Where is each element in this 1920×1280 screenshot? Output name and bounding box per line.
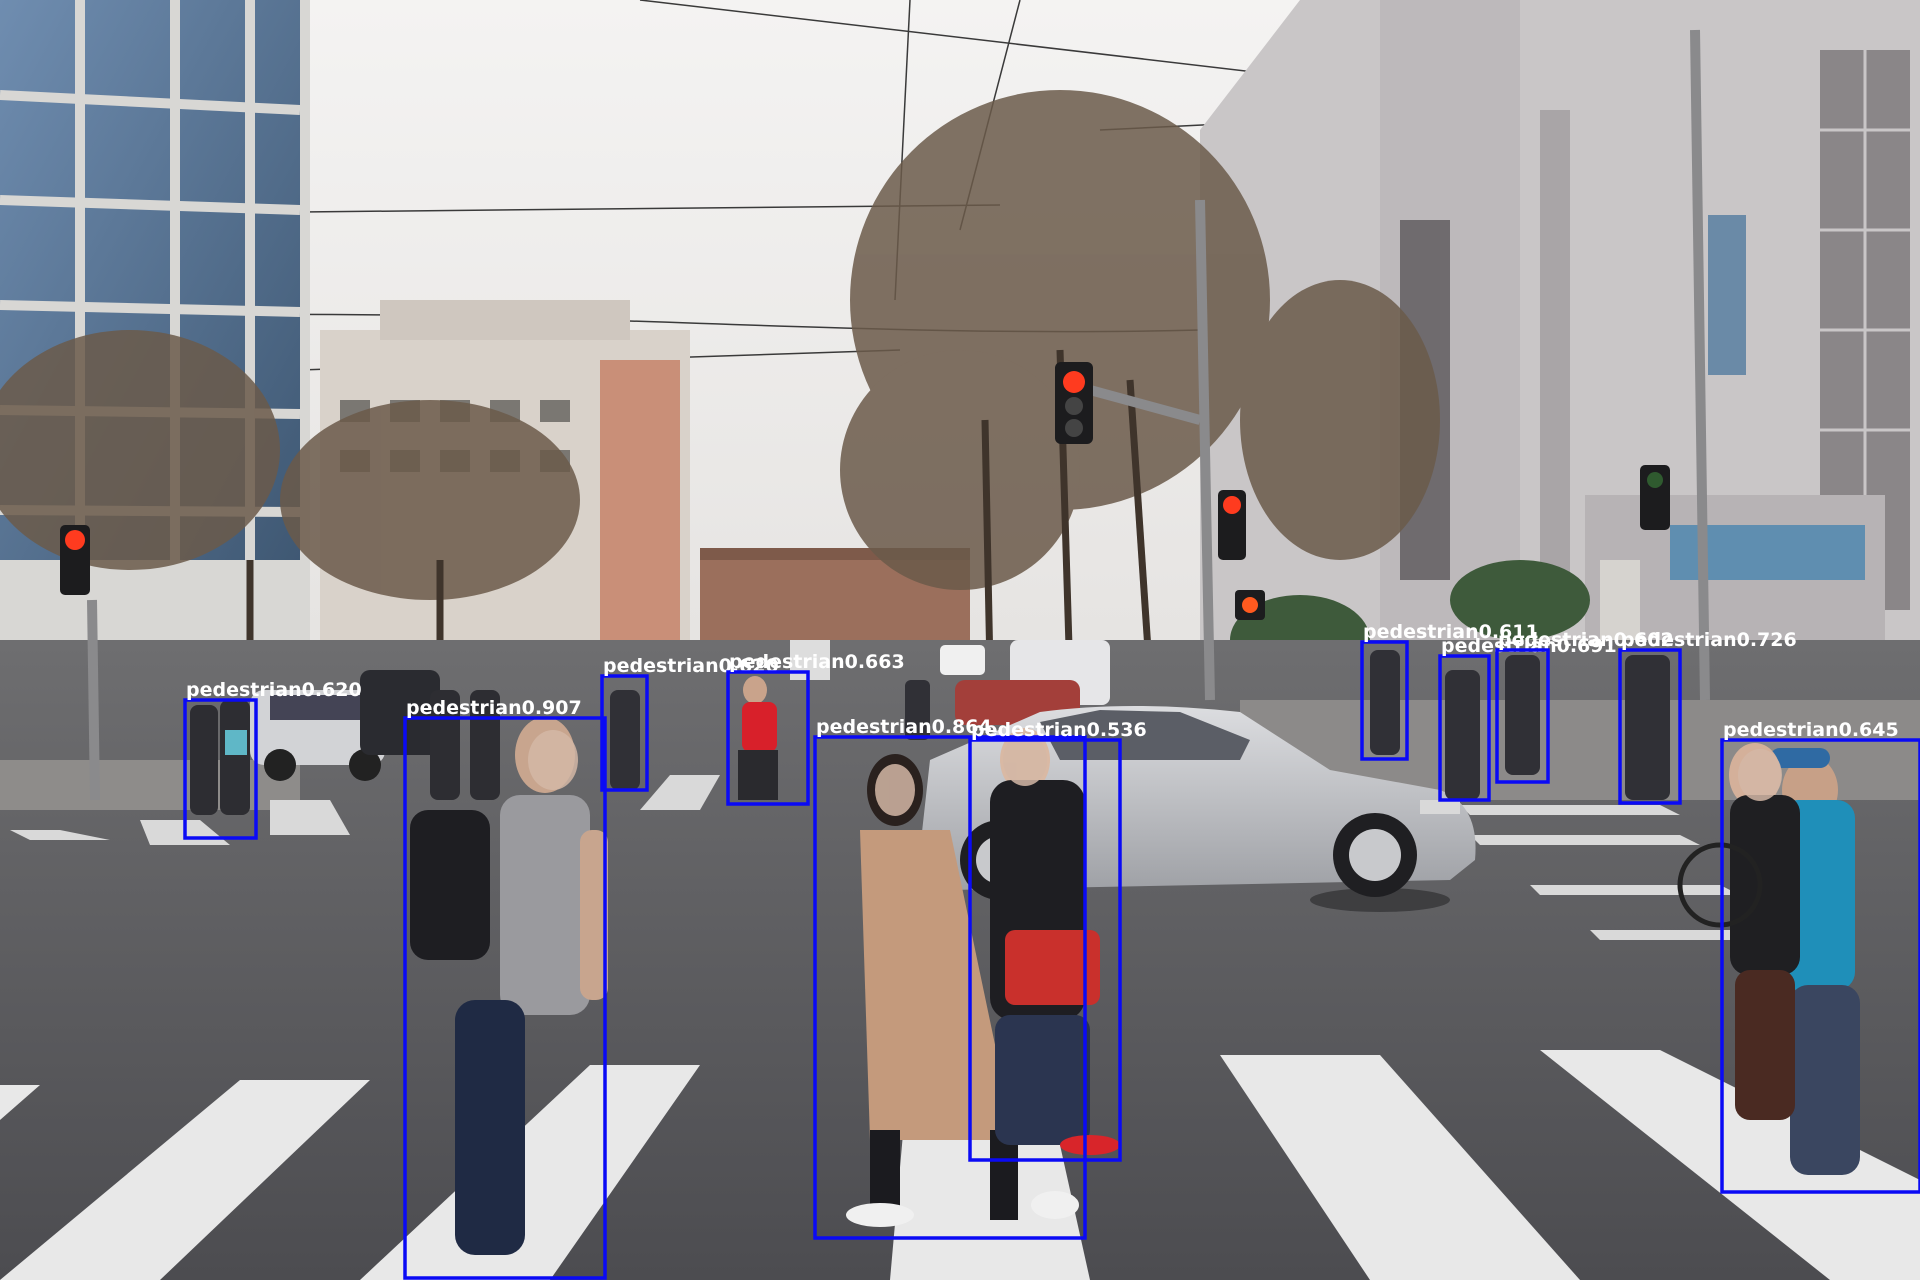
- detection-label: pedestrian0.645: [1723, 719, 1899, 741]
- detection-label: pedestrian0.602: [1498, 629, 1674, 651]
- pedestrian-group-right: [610, 650, 1670, 800]
- detection-label: pedestrian0.663: [729, 651, 905, 673]
- detection-overlays: pedestrian0.620 pedestrian0.907 pedestrian…: [183, 621, 1920, 1280]
- cyclist-bicycle: [1677, 842, 1763, 928]
- pedestrians: [190, 650, 1860, 1255]
- face-blur-patches: [528, 730, 1782, 816]
- street-banner: [1708, 215, 1746, 375]
- detection-label: pedestrian0.611: [1363, 621, 1539, 643]
- detection-label: pedestrian0.726: [1621, 629, 1797, 651]
- detection-box: [726, 670, 810, 806]
- detection-label: pedestrian0.864: [816, 716, 992, 738]
- pedestrian-red-shirt: [738, 676, 778, 800]
- detection-box: [600, 674, 649, 792]
- detection-box: [968, 738, 1122, 1162]
- detection-box: [1720, 738, 1920, 1194]
- detection-label: pedestrian0.536: [971, 719, 1147, 741]
- far-crosswalk: [10, 775, 1760, 940]
- detection-box: [1495, 648, 1550, 784]
- detection-box: [1360, 640, 1409, 761]
- detection-box: [813, 735, 1087, 1240]
- detection-box: [1618, 648, 1682, 805]
- pedestrian-man-backpack: [410, 717, 608, 1255]
- manhole-cover: [1310, 888, 1450, 912]
- traffic-light-left: [60, 525, 90, 595]
- distant-traffic: [790, 640, 1110, 725]
- detection-box: [183, 698, 258, 840]
- parked-suv: [250, 670, 440, 781]
- traffic-light-right: [1218, 490, 1265, 620]
- street-trees: [0, 90, 1440, 600]
- traffic-light-far-right: [1640, 465, 1670, 530]
- pedestrian-group-left: [190, 690, 500, 815]
- traffic-light-center: [1055, 362, 1093, 444]
- detection-box: [1438, 654, 1491, 802]
- detection-label: pedestrian0.907: [406, 697, 582, 719]
- near-crosswalk: [0, 1050, 1920, 1280]
- detection-label: pedestrian0.691: [1441, 635, 1617, 657]
- detection-box: [403, 716, 607, 1280]
- detection-label: pedestrian0.620: [186, 679, 362, 701]
- street-poles: [87, 29, 1710, 801]
